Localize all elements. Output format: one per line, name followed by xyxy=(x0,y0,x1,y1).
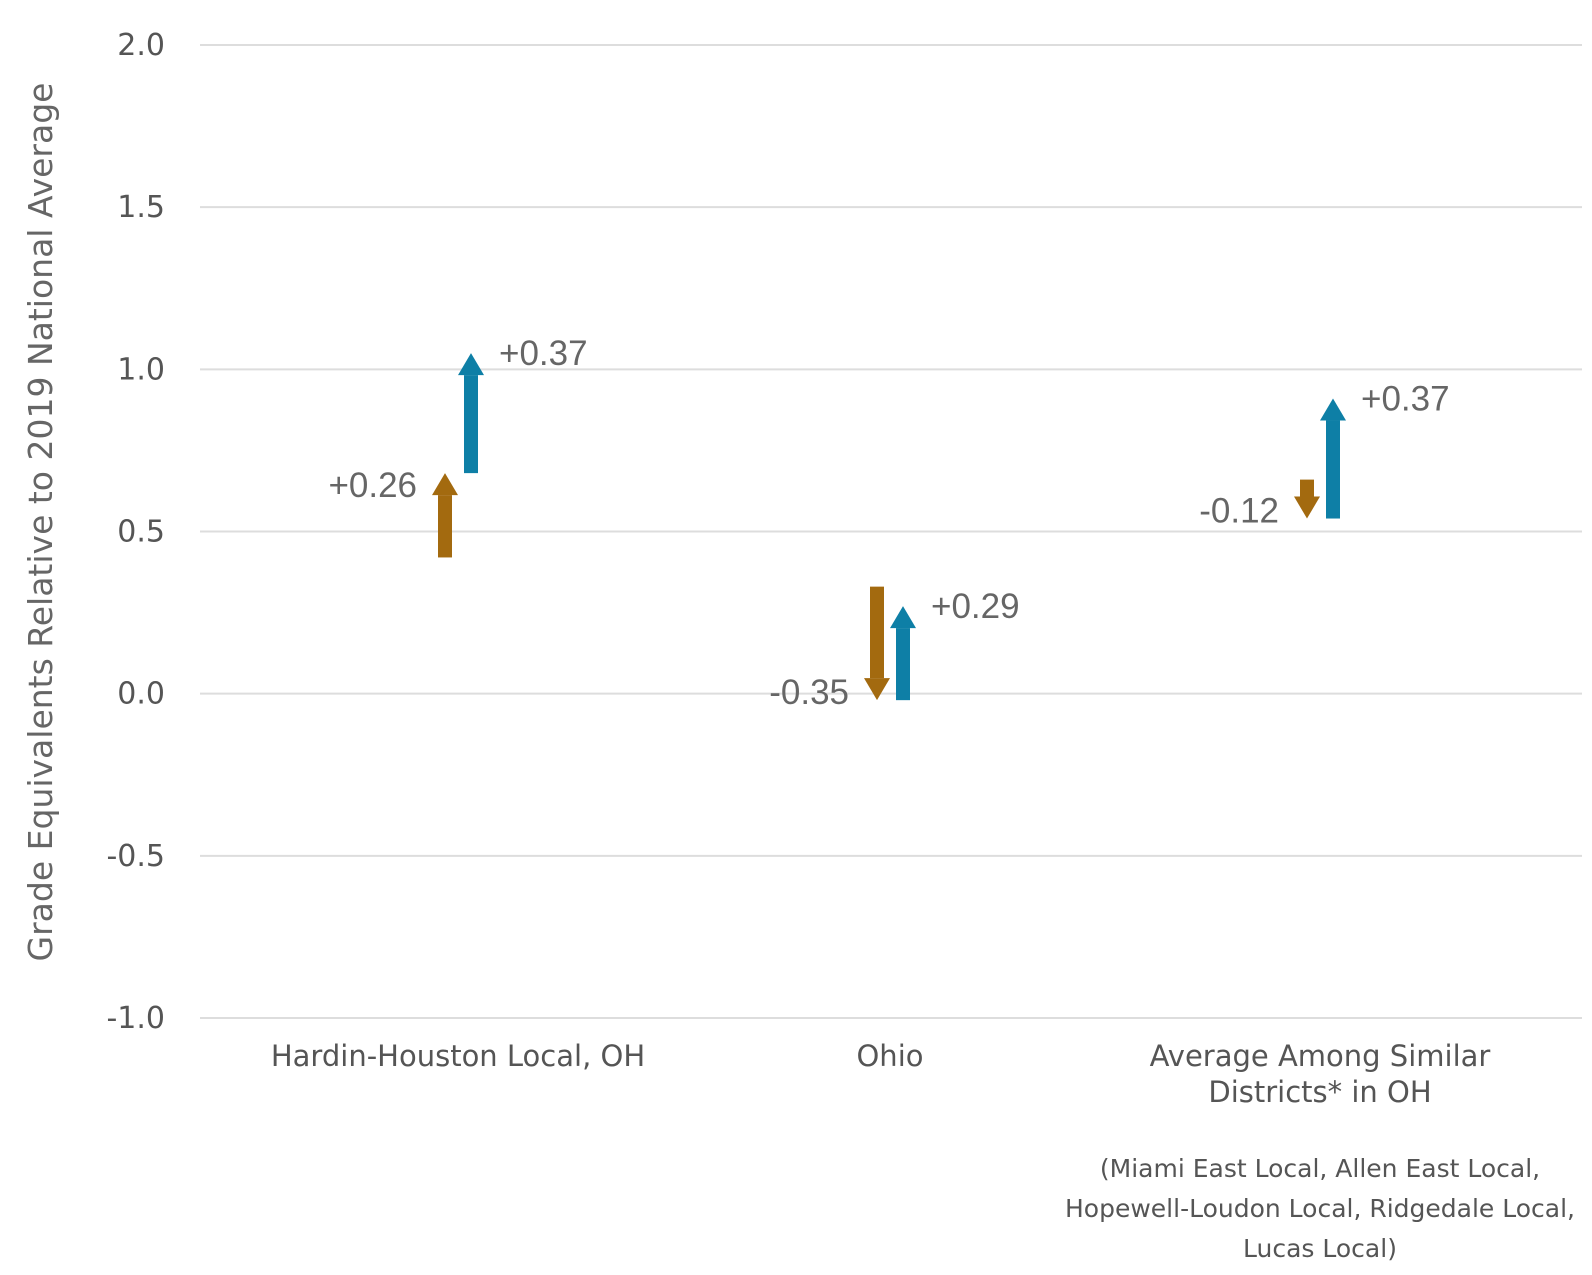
arrow-mark xyxy=(432,473,458,558)
y-tick-label: 1.5 xyxy=(117,190,165,225)
x-axis-categories: Hardin-Houston Local, OH Ohio Average Amon… xyxy=(271,1039,1575,1263)
arrow-head xyxy=(864,678,890,701)
arrow-head xyxy=(1320,398,1346,421)
arrow-shaft xyxy=(896,628,910,701)
arrow-shaft xyxy=(1326,420,1340,519)
arrow-head xyxy=(1294,496,1320,519)
data-label: +0.29 xyxy=(931,587,1020,626)
y-tick-label: 0.5 xyxy=(117,515,165,550)
y-tick-label: -0.5 xyxy=(106,839,165,874)
arrow-mark xyxy=(1294,479,1320,519)
data-label: -0.35 xyxy=(769,673,849,712)
gridlines xyxy=(200,44,1582,1019)
category-label: Ohio xyxy=(856,1039,923,1073)
category-label: Average Among Similar xyxy=(1150,1039,1491,1073)
arrow-shaft xyxy=(870,586,884,679)
y-tick-label: 0.0 xyxy=(117,677,165,712)
data-label: +0.37 xyxy=(499,334,588,373)
y-tick-label: 1.0 xyxy=(117,352,165,387)
data-label: +0.26 xyxy=(328,466,417,505)
arrow-shaft xyxy=(438,495,452,558)
arrow-shaft xyxy=(1300,479,1314,497)
arrow-head xyxy=(432,473,458,496)
category-note: Lucas Local) xyxy=(1243,1234,1397,1263)
arrow-mark xyxy=(890,606,916,701)
y-axis-label: Grade Equivalents Relative to 2019 Natio… xyxy=(21,83,60,962)
arrow-mark xyxy=(864,586,890,701)
arrow-marks: +0.26 -0.35 -0.12 +0.37 +0.29 +0.37 xyxy=(328,334,1449,712)
y-tick-label: 2.0 xyxy=(117,28,165,63)
arrow-head xyxy=(458,353,484,376)
category-label: Hardin-Houston Local, OH xyxy=(271,1039,645,1073)
y-tick-label: -1.0 xyxy=(106,1001,165,1036)
data-label: +0.37 xyxy=(1361,380,1450,419)
arrow-head xyxy=(890,606,916,629)
arrow-mark xyxy=(458,353,484,474)
category-note: (Miami East Local, Allen East Local, xyxy=(1100,1154,1540,1183)
arrow-mark xyxy=(1320,398,1346,519)
y-axis-ticks: 2.0 1.5 1.0 0.5 0.0 -0.5 -1.0 xyxy=(106,28,165,1036)
data-label: -0.12 xyxy=(1199,492,1279,531)
category-label: Districts* in OH xyxy=(1208,1075,1431,1109)
category-note: Hopewell-Loudon Local, Ridgedale Local, xyxy=(1065,1194,1575,1223)
arrow-shaft xyxy=(464,375,478,474)
